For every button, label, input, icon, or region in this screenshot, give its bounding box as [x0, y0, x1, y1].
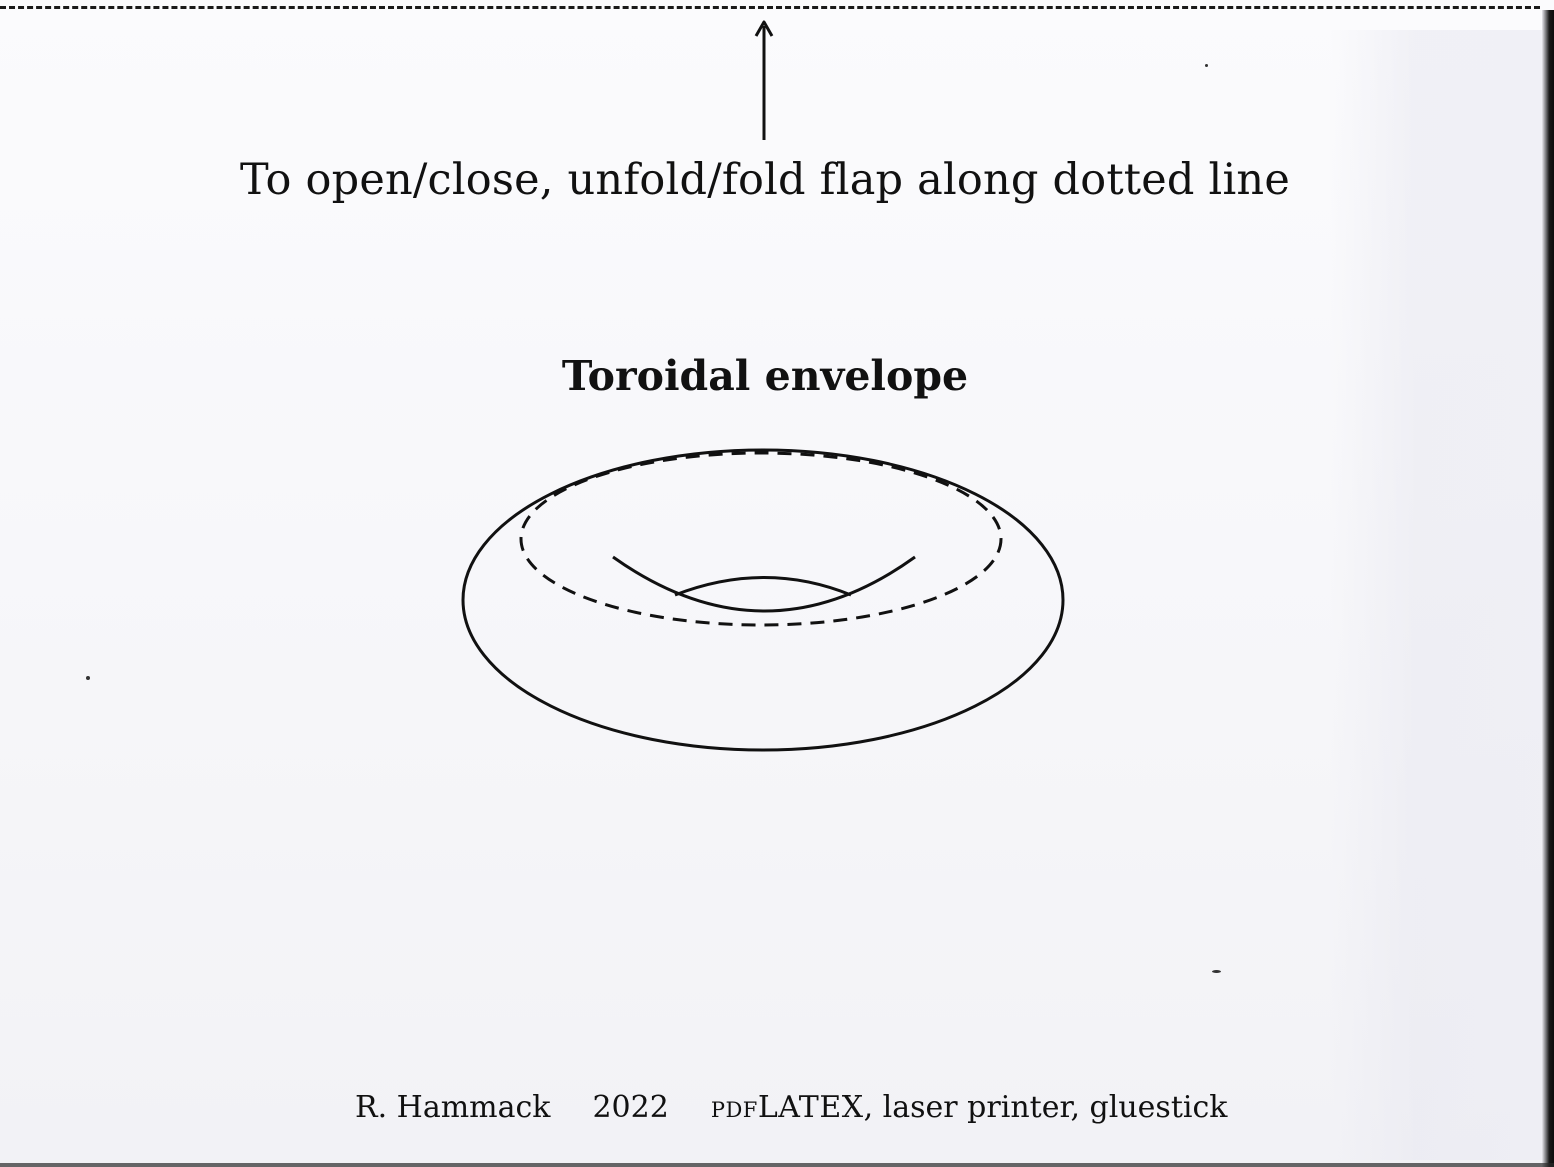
torus-icon — [461, 448, 1065, 752]
footer-credits: R. Hammack 2022 pdfLATEX, laser printer, g… — [355, 1090, 1255, 1125]
footer-tools-prefix: pdfLATEX — [710, 1090, 864, 1125]
envelope-bottom-edge — [0, 1163, 1554, 1167]
fold-dotted-line — [0, 6, 1540, 9]
fold-instruction: To open/close, unfold/fold flap along do… — [240, 155, 1290, 205]
footer-tools: , laser printer, gluestick — [863, 1090, 1228, 1125]
paper-speck — [1205, 64, 1208, 67]
envelope-right-edge — [1542, 10, 1554, 1167]
paper-speck — [86, 676, 90, 680]
side-flap — [1330, 30, 1542, 1160]
paper-speck — [1212, 970, 1221, 973]
footer-year: 2022 — [592, 1090, 669, 1125]
arrow-up-icon — [754, 20, 774, 140]
footer-author: R. Hammack — [355, 1090, 551, 1125]
page-title: Toroidal envelope — [561, 352, 969, 400]
